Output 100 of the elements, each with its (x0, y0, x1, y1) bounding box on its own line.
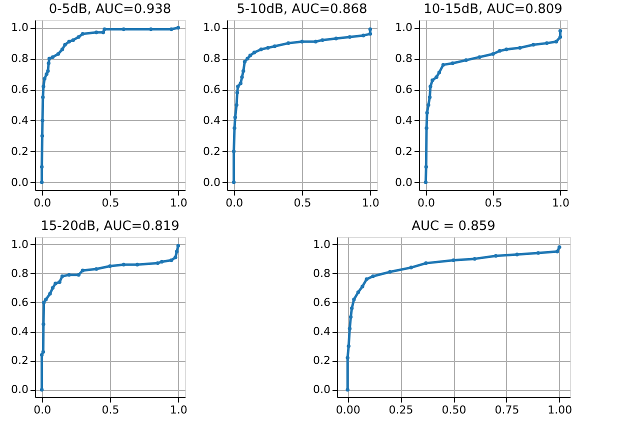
y-tick-label: 0.2 (203, 144, 220, 158)
x-tick-label: 1.0 (170, 196, 188, 210)
point (242, 60, 247, 64)
x-tick-label: 0.0 (34, 196, 52, 210)
chart-title: 5-10dB, AUC=0.868 (236, 2, 368, 17)
point (434, 75, 438, 80)
point (452, 258, 456, 262)
point (234, 103, 238, 107)
point (388, 270, 392, 274)
point (156, 261, 160, 266)
point (46, 61, 51, 66)
x-tick-label: 0.5 (484, 196, 502, 210)
point (80, 32, 85, 36)
y-tick-label: 1.0 (203, 21, 220, 34)
point (259, 47, 263, 52)
point (504, 47, 508, 52)
point (169, 258, 174, 262)
x-tick-label: 0.00 (336, 404, 360, 416)
x-tick-label: 1.0 (362, 196, 380, 210)
x-tick-label: 0.50 (442, 404, 466, 416)
point (472, 256, 477, 261)
point (464, 58, 468, 62)
y-tick-label: 0.0 (395, 176, 412, 189)
y-tick-label: 0.6 (313, 296, 330, 309)
point (40, 180, 44, 184)
point (48, 292, 52, 296)
point (108, 264, 112, 268)
point (60, 274, 64, 278)
point (450, 61, 455, 66)
y-tick-label: 1.0 (313, 238, 330, 251)
point (76, 272, 81, 277)
point (424, 261, 428, 266)
y-tick-label: 0.6 (11, 296, 28, 309)
point (272, 44, 277, 48)
point (47, 56, 52, 61)
point (348, 35, 352, 39)
point (352, 298, 356, 302)
point (246, 56, 250, 61)
x-tick-label: 0.0 (417, 196, 435, 210)
point (554, 40, 558, 44)
y-tick-label: 0.2 (11, 354, 28, 368)
x-tick-label: 0.0 (226, 196, 244, 210)
point (122, 262, 126, 267)
y-tick-label: 0.4 (203, 114, 220, 127)
point (235, 90, 240, 95)
point (40, 388, 44, 392)
y-tick-label: 0.6 (203, 83, 220, 96)
point (494, 254, 498, 258)
point (40, 118, 44, 122)
point (41, 350, 46, 354)
point (356, 290, 360, 294)
point (320, 38, 324, 42)
x-tick-label: 1.0 (170, 404, 188, 416)
point (437, 70, 442, 74)
point (71, 38, 76, 42)
y-tick-label: 0.8 (203, 52, 220, 66)
chart-title: 0-5dB, AUC=0.938 (48, 2, 172, 17)
y-tick-label: 0.8 (395, 52, 412, 66)
point (536, 251, 540, 255)
point (478, 55, 482, 59)
point (54, 282, 58, 286)
point (42, 84, 46, 88)
y-tick-label: 0.4 (11, 114, 28, 127)
point (169, 27, 174, 32)
point (50, 286, 55, 290)
x-tick-label: 0.75 (494, 404, 520, 416)
point (94, 30, 98, 34)
point (160, 260, 164, 264)
point (544, 41, 549, 46)
y-tick-label: 0.2 (313, 354, 330, 368)
y-tick-label: 0.6 (395, 83, 412, 96)
point (518, 46, 522, 50)
point (555, 250, 560, 254)
y-tick-label: 0.0 (11, 383, 28, 396)
point (498, 49, 502, 53)
point (44, 298, 48, 302)
point (424, 126, 428, 130)
x-tick-label: 0.25 (388, 404, 414, 416)
chart-title: 10-15dB, AUC=0.809 (424, 2, 562, 17)
point (558, 245, 562, 250)
point (174, 250, 179, 254)
y-tick-label: 0.6 (11, 83, 28, 96)
point (42, 76, 46, 81)
point (248, 54, 252, 58)
point (42, 300, 46, 304)
point (233, 115, 238, 120)
x-tick-label: 0.5 (294, 196, 312, 210)
point (430, 78, 434, 82)
point (371, 274, 375, 278)
y-tick-label: 1.0 (11, 21, 28, 34)
point (174, 255, 178, 260)
point (56, 52, 60, 56)
chart-title: AUC = 0.859 (412, 219, 496, 234)
point (558, 35, 562, 39)
point (122, 27, 126, 32)
point (240, 75, 244, 80)
point (424, 164, 428, 169)
point (236, 84, 240, 88)
y-tick-label: 0.8 (11, 52, 28, 66)
point (176, 244, 180, 248)
